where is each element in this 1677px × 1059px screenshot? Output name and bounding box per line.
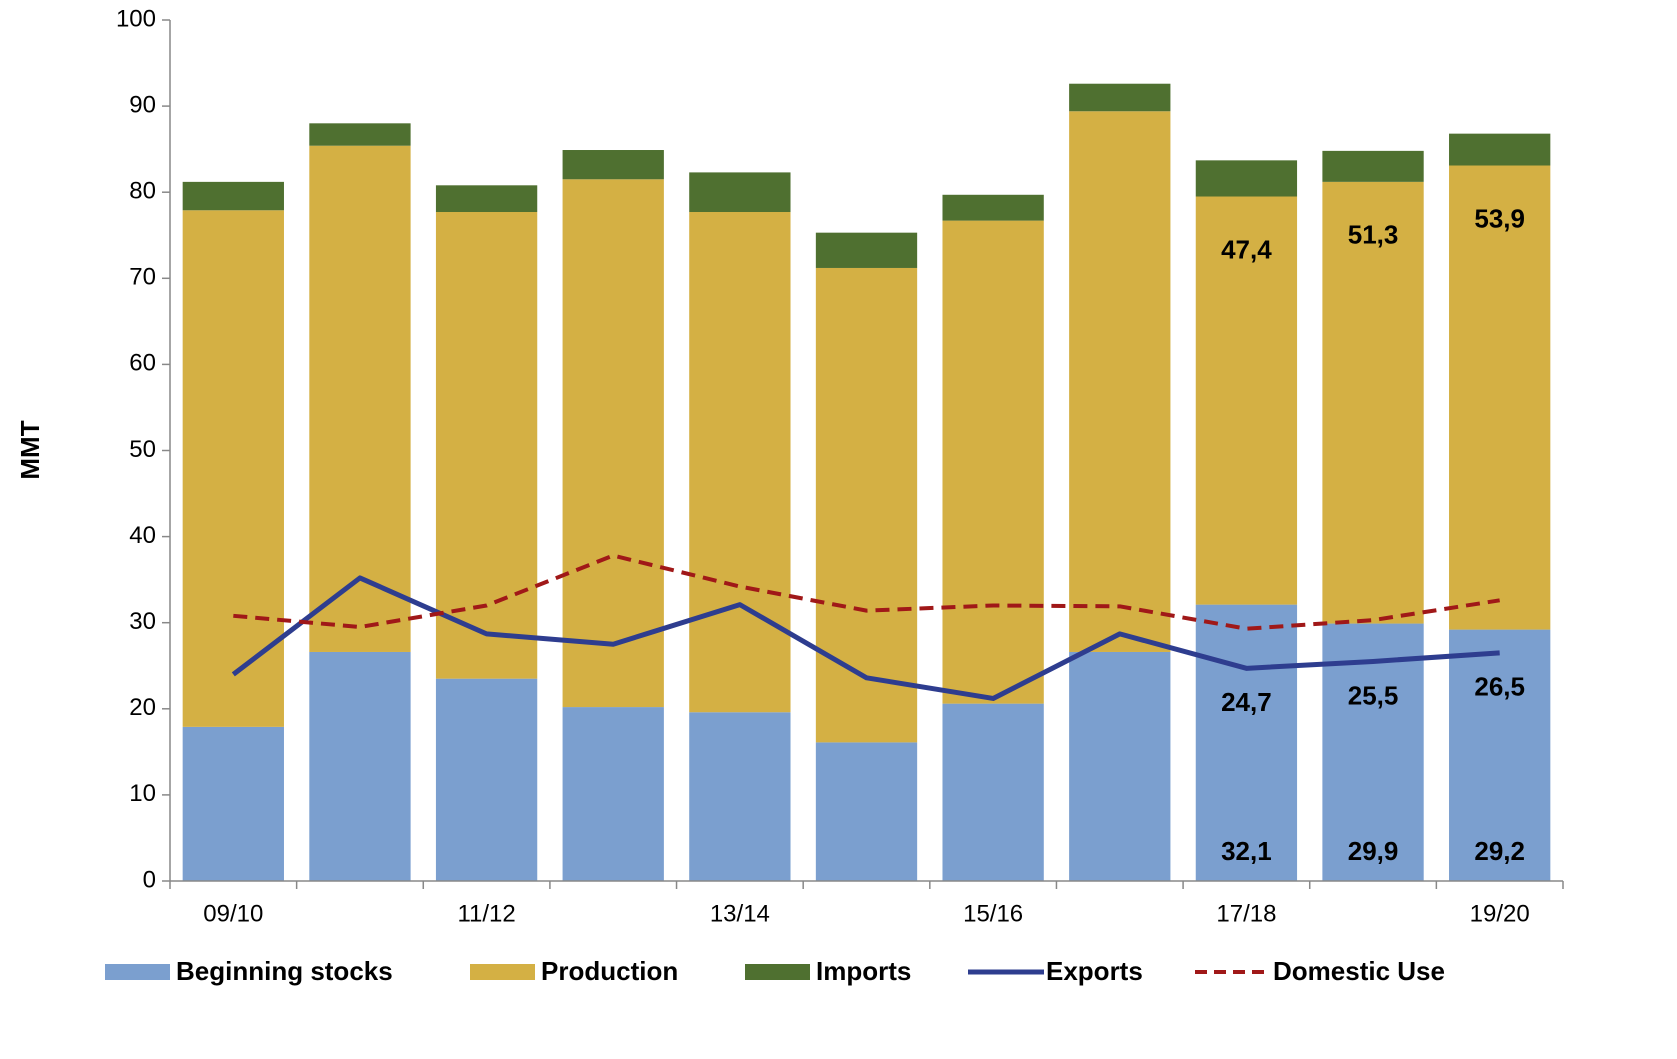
bar-segment — [1069, 651, 1171, 881]
y-tick-label: 60 — [129, 350, 156, 377]
bar-segment — [815, 232, 918, 268]
x-tick-label: 09/10 — [203, 900, 263, 927]
bar-segment — [815, 267, 918, 743]
bar-segment — [182, 726, 284, 881]
bar-segment — [942, 194, 1044, 221]
bar-segment — [1195, 196, 1298, 605]
bar-segment — [1069, 111, 1171, 652]
data-label: 25,5 — [1348, 680, 1399, 710]
legend-label: Exports — [1046, 956, 1143, 986]
bar-segment — [689, 172, 791, 213]
bar-segment — [562, 707, 664, 881]
bar-segment — [435, 678, 538, 881]
data-label: 26,5 — [1474, 672, 1525, 702]
bar-segment — [309, 145, 411, 652]
legend-swatch — [105, 964, 170, 980]
bar-segment — [1069, 83, 1171, 112]
legend-swatch — [745, 964, 810, 980]
bar-segment — [942, 703, 1044, 881]
data-label: 29,2 — [1474, 836, 1525, 866]
y-tick-label: 70 — [129, 264, 156, 291]
y-tick-label: 90 — [129, 91, 156, 118]
data-label: 47,4 — [1221, 234, 1272, 264]
y-tick-label: 30 — [129, 608, 156, 635]
data-label: 29,9 — [1348, 836, 1399, 866]
bar-segment — [1322, 623, 1424, 881]
data-label: 24,7 — [1221, 687, 1272, 717]
y-axis-label: MMT — [15, 420, 45, 479]
bar-segment — [309, 123, 411, 146]
bar-segment — [309, 651, 411, 881]
bar-segment — [1195, 160, 1298, 197]
y-tick-label: 10 — [129, 780, 156, 807]
data-label: 51,3 — [1348, 220, 1399, 250]
y-tick-label: 100 — [116, 5, 156, 32]
bar-segment — [182, 181, 284, 211]
bar-segment — [562, 150, 664, 180]
y-tick-label: 80 — [129, 178, 156, 205]
x-tick-label: 19/20 — [1470, 900, 1530, 927]
data-label: 53,9 — [1474, 203, 1525, 233]
bar-segment — [1322, 150, 1424, 182]
legend-label: Production — [541, 956, 678, 986]
line-series — [231, 575, 1500, 701]
y-tick-label: 40 — [129, 522, 156, 549]
legend-label: Beginning stocks — [176, 956, 393, 986]
line-series — [233, 553, 1500, 631]
bar-segment — [435, 185, 538, 213]
y-tick-label: 0 — [143, 866, 156, 893]
x-tick-label: 15/16 — [963, 900, 1023, 927]
x-tick-label: 17/18 — [1216, 900, 1276, 927]
bar-segment — [1449, 165, 1551, 630]
bar-segment — [689, 212, 791, 713]
y-tick-label: 50 — [129, 436, 156, 463]
legend-label: Domestic Use — [1273, 956, 1445, 986]
bar-segment — [1449, 629, 1551, 881]
bar-segment — [1322, 181, 1424, 624]
legend-swatch — [470, 964, 535, 980]
bar-segment — [942, 220, 1044, 704]
y-tick-label: 20 — [129, 694, 156, 721]
x-tick-label: 13/14 — [710, 900, 770, 927]
bar-segment — [1195, 604, 1298, 881]
legend-label: Imports — [816, 956, 911, 986]
bar-segment — [435, 212, 538, 679]
x-tick-label: 11/12 — [457, 900, 515, 927]
bar-segment — [815, 742, 918, 881]
bar-segment — [689, 712, 791, 881]
bar-segment — [562, 179, 664, 708]
bar-segment — [1449, 133, 1551, 166]
bar-segment — [182, 210, 284, 727]
data-label: 32,1 — [1221, 836, 1272, 866]
